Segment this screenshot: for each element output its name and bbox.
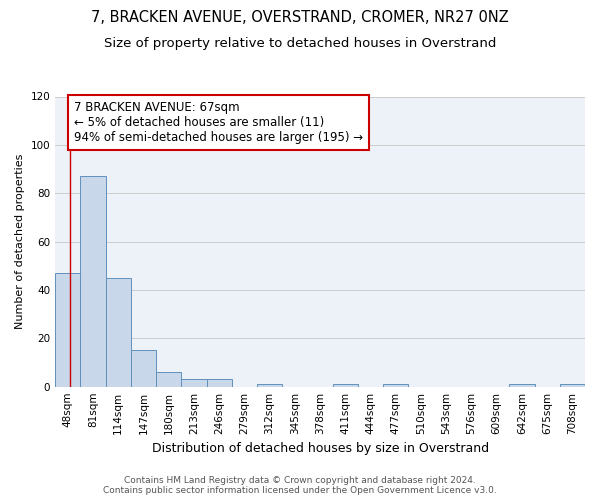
Text: Contains HM Land Registry data © Crown copyright and database right 2024.
Contai: Contains HM Land Registry data © Crown c…	[103, 476, 497, 495]
Bar	[55, 273, 80, 386]
Y-axis label: Number of detached properties: Number of detached properties	[15, 154, 25, 330]
Text: Size of property relative to detached houses in Overstrand: Size of property relative to detached ho…	[104, 38, 496, 51]
X-axis label: Distribution of detached houses by size in Overstrand: Distribution of detached houses by size …	[152, 442, 488, 455]
Bar	[257, 384, 282, 386]
Bar	[131, 350, 156, 386]
Bar	[156, 372, 181, 386]
Bar	[332, 384, 358, 386]
Bar	[181, 380, 206, 386]
Bar	[383, 384, 409, 386]
Bar	[80, 176, 106, 386]
Bar	[560, 384, 585, 386]
Text: 7, BRACKEN AVENUE, OVERSTRAND, CROMER, NR27 0NZ: 7, BRACKEN AVENUE, OVERSTRAND, CROMER, N…	[91, 10, 509, 25]
Bar	[509, 384, 535, 386]
Bar	[106, 278, 131, 386]
Text: 7 BRACKEN AVENUE: 67sqm
← 5% of detached houses are smaller (11)
94% of semi-det: 7 BRACKEN AVENUE: 67sqm ← 5% of detached…	[74, 102, 362, 144]
Bar	[206, 380, 232, 386]
